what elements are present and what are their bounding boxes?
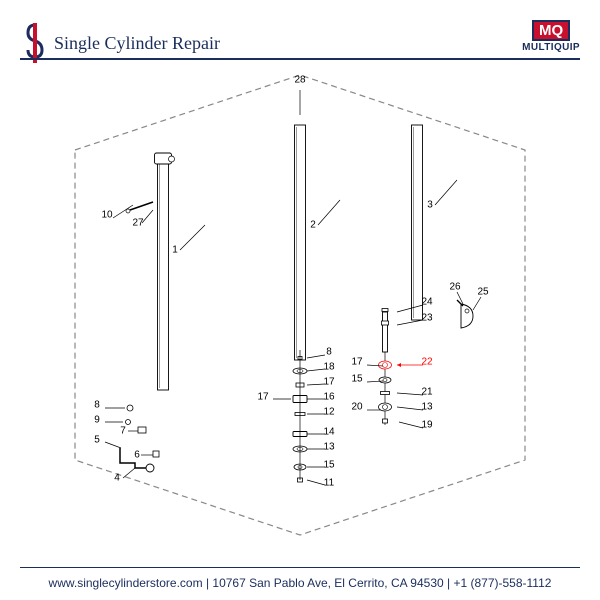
page-footer: www.singlecylinderstore.com | 10767 San …: [0, 576, 600, 590]
brand-left-text: Single Cylinder Repair: [54, 33, 220, 54]
svg-text:18: 18: [323, 362, 335, 373]
svg-text:14: 14: [323, 427, 335, 438]
exploded-diagram: 2812310278975648181716121413151117242322…: [25, 60, 575, 550]
brand-left: Single Cylinder Repair: [20, 23, 220, 63]
svg-text:10: 10: [101, 210, 113, 221]
svg-text:13: 13: [323, 442, 335, 453]
svg-text:11: 11: [324, 478, 335, 489]
svg-text:3: 3: [427, 200, 433, 211]
svg-text:24: 24: [421, 297, 433, 308]
svg-text:28: 28: [294, 75, 306, 86]
svg-text:23: 23: [421, 313, 433, 324]
svg-text:2: 2: [310, 220, 316, 231]
footer-url: www.singlecylinderstore.com: [49, 576, 203, 590]
svg-text:21: 21: [421, 387, 433, 398]
svg-text:13: 13: [421, 402, 433, 413]
svg-text:19: 19: [421, 420, 433, 431]
svg-text:1: 1: [172, 245, 178, 256]
svg-text:4: 4: [114, 473, 120, 484]
footer-sep-2: |: [444, 576, 454, 590]
svg-text:27: 27: [132, 218, 144, 229]
svg-text:25: 25: [477, 287, 489, 298]
brand-right: MQ MULTIQUIP: [522, 20, 580, 53]
svg-text:12: 12: [323, 407, 335, 418]
svg-text:8: 8: [94, 400, 100, 411]
svg-text:8: 8: [326, 347, 332, 358]
footer-phone: +1 (877)-558-1112: [453, 576, 551, 590]
svg-text:26: 26: [449, 282, 461, 293]
mq-logo-sub: MULTIQUIP: [522, 42, 580, 53]
svg-text:16: 16: [323, 392, 335, 403]
svg-text:15: 15: [323, 460, 335, 471]
scr-logo-icon: [20, 23, 50, 63]
svg-text:17: 17: [351, 357, 363, 368]
svg-text:5: 5: [94, 435, 100, 446]
footer-sep-1: |: [203, 576, 213, 590]
svg-text:17: 17: [257, 392, 269, 403]
svg-text:15: 15: [351, 374, 363, 385]
svg-text:6: 6: [134, 450, 140, 461]
svg-text:17: 17: [323, 377, 335, 388]
mq-logo-box: MQ: [532, 20, 570, 41]
footer-divider: [20, 567, 580, 569]
svg-text:20: 20: [351, 402, 363, 413]
svg-text:7: 7: [120, 426, 126, 437]
svg-text:9: 9: [94, 415, 100, 426]
svg-text:22: 22: [421, 357, 433, 368]
footer-address: 10767 San Pablo Ave, El Cerrito, CA 9453…: [212, 576, 443, 590]
